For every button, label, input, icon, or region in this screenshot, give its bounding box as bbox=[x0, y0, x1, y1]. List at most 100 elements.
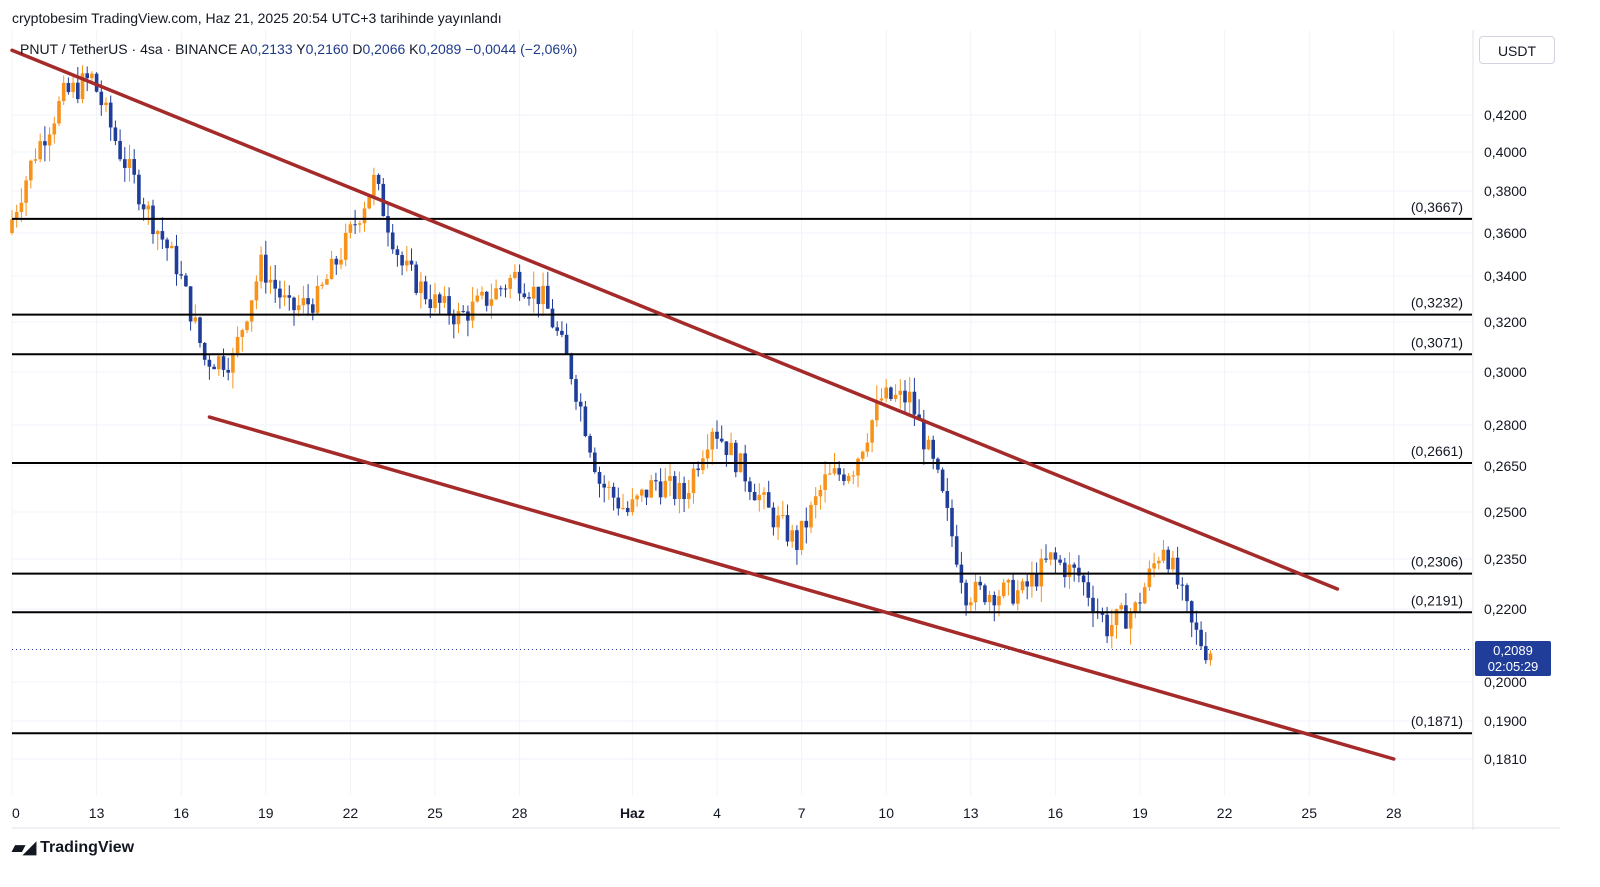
currency-selector[interactable]: USDT bbox=[1479, 36, 1555, 64]
candle-body-135 bbox=[644, 489, 649, 498]
candle-221 bbox=[1048, 552, 1053, 566]
candle-body-39 bbox=[193, 317, 198, 322]
candle-85 bbox=[409, 248, 414, 271]
candle-body-244 bbox=[1157, 560, 1161, 564]
candle-body-190 bbox=[903, 390, 907, 403]
candle-255 bbox=[1208, 650, 1213, 666]
candle-90 bbox=[433, 283, 437, 313]
candle-body-180 bbox=[856, 458, 860, 476]
candle-23 bbox=[118, 129, 122, 162]
level-label-5: (0,2191) bbox=[1411, 592, 1463, 608]
candle-body-143 bbox=[682, 482, 686, 500]
candle-166 bbox=[790, 524, 794, 548]
candle-101 bbox=[484, 290, 489, 312]
candle-body-72 bbox=[348, 224, 353, 233]
candle-body-253 bbox=[1199, 629, 1203, 647]
candle-body-234 bbox=[1110, 625, 1114, 637]
candle-body-215 bbox=[1020, 581, 1025, 591]
candle-120 bbox=[574, 374, 578, 410]
candle-206 bbox=[978, 576, 982, 591]
candle-body-116 bbox=[555, 327, 559, 331]
candle-body-81 bbox=[390, 232, 395, 250]
candle-body-110 bbox=[527, 297, 531, 299]
candle-body-165 bbox=[785, 515, 790, 542]
candle-5 bbox=[33, 148, 38, 164]
candle-body-167 bbox=[795, 530, 799, 550]
candle-body-91 bbox=[437, 294, 442, 303]
candle-body-109 bbox=[522, 293, 527, 298]
candle-body-41 bbox=[202, 342, 207, 360]
candle-body-24 bbox=[123, 159, 127, 168]
candle-142 bbox=[677, 471, 682, 514]
candle-body-69 bbox=[334, 258, 339, 265]
candle-body-84 bbox=[405, 260, 409, 266]
candle-218 bbox=[1034, 562, 1039, 591]
price-axis: 0,4200 0,4000 0,3800 0,3600 0,3400 0,3200 0,30… bbox=[1484, 107, 1527, 767]
candle-body-168 bbox=[799, 520, 804, 550]
candle-49 bbox=[240, 328, 245, 352]
candle-25 bbox=[127, 144, 132, 182]
candle-body-111 bbox=[531, 286, 536, 299]
candle-246 bbox=[1166, 546, 1170, 574]
candle-220 bbox=[1044, 544, 1048, 563]
candle-body-195 bbox=[926, 439, 931, 450]
candle-131 bbox=[625, 501, 630, 516]
candle-161 bbox=[766, 480, 771, 508]
symbol-legend: PNUT / TetherUS · 4sa · BINANCE A0,2133 … bbox=[20, 41, 577, 57]
candle-body-4 bbox=[29, 160, 33, 181]
brand[interactable]: ▰◢ TradingView bbox=[12, 838, 134, 858]
candle-61 bbox=[296, 294, 301, 317]
candle-93 bbox=[447, 287, 451, 325]
candle-body-186 bbox=[884, 387, 888, 399]
candle-137 bbox=[654, 472, 658, 491]
price-tick-8: 0,2650 bbox=[1484, 458, 1527, 474]
candle-179 bbox=[851, 470, 856, 485]
candle-207 bbox=[983, 583, 987, 606]
candle-body-144 bbox=[687, 493, 691, 500]
candle-body-200 bbox=[950, 507, 954, 537]
candle-body-225 bbox=[1067, 564, 1072, 578]
candle-95 bbox=[456, 302, 461, 334]
candle-213 bbox=[1011, 573, 1015, 606]
price-tick-1: 0,4000 bbox=[1484, 144, 1527, 160]
candle-body-108 bbox=[517, 271, 522, 294]
candle-48 bbox=[235, 326, 240, 358]
candle-body-13 bbox=[71, 82, 75, 93]
candle-198 bbox=[940, 467, 945, 493]
candle-249 bbox=[1180, 577, 1185, 601]
candle-body-169 bbox=[804, 520, 809, 528]
candle-body-14 bbox=[76, 82, 80, 100]
candle-body-201 bbox=[954, 536, 959, 565]
candle-28 bbox=[141, 197, 146, 221]
candle-body-101 bbox=[484, 291, 489, 306]
candle-248 bbox=[1175, 546, 1180, 590]
candle-53 bbox=[259, 246, 263, 289]
candle-body-9 bbox=[52, 123, 57, 135]
candle-body-240 bbox=[1138, 602, 1142, 604]
candle-body-5 bbox=[33, 159, 38, 161]
candle-body-151 bbox=[719, 438, 724, 442]
candle-34 bbox=[170, 241, 174, 249]
candle-168 bbox=[799, 520, 804, 555]
candle-body-67 bbox=[325, 279, 329, 285]
candle-140 bbox=[668, 463, 672, 497]
symbol-label: PNUT / TetherUS · 4sa · BINANCE bbox=[20, 41, 238, 57]
candle-116 bbox=[555, 321, 559, 336]
candle-body-15 bbox=[80, 73, 85, 100]
candle-body-66 bbox=[320, 284, 324, 286]
candle-body-80 bbox=[386, 216, 390, 233]
candle-body-246 bbox=[1166, 549, 1170, 570]
candle-8 bbox=[47, 127, 52, 162]
candle-35 bbox=[174, 234, 179, 286]
candle-208 bbox=[987, 590, 992, 612]
candle-24 bbox=[123, 147, 127, 182]
candle-body-130 bbox=[621, 507, 625, 509]
candle-body-115 bbox=[550, 308, 555, 328]
candle-body-45 bbox=[221, 356, 226, 370]
candle-body-205 bbox=[973, 581, 978, 603]
price-tick-5: 0,3200 bbox=[1484, 314, 1527, 330]
candle-158 bbox=[752, 483, 757, 501]
candle-51 bbox=[249, 299, 254, 332]
candle-body-18 bbox=[94, 73, 99, 92]
